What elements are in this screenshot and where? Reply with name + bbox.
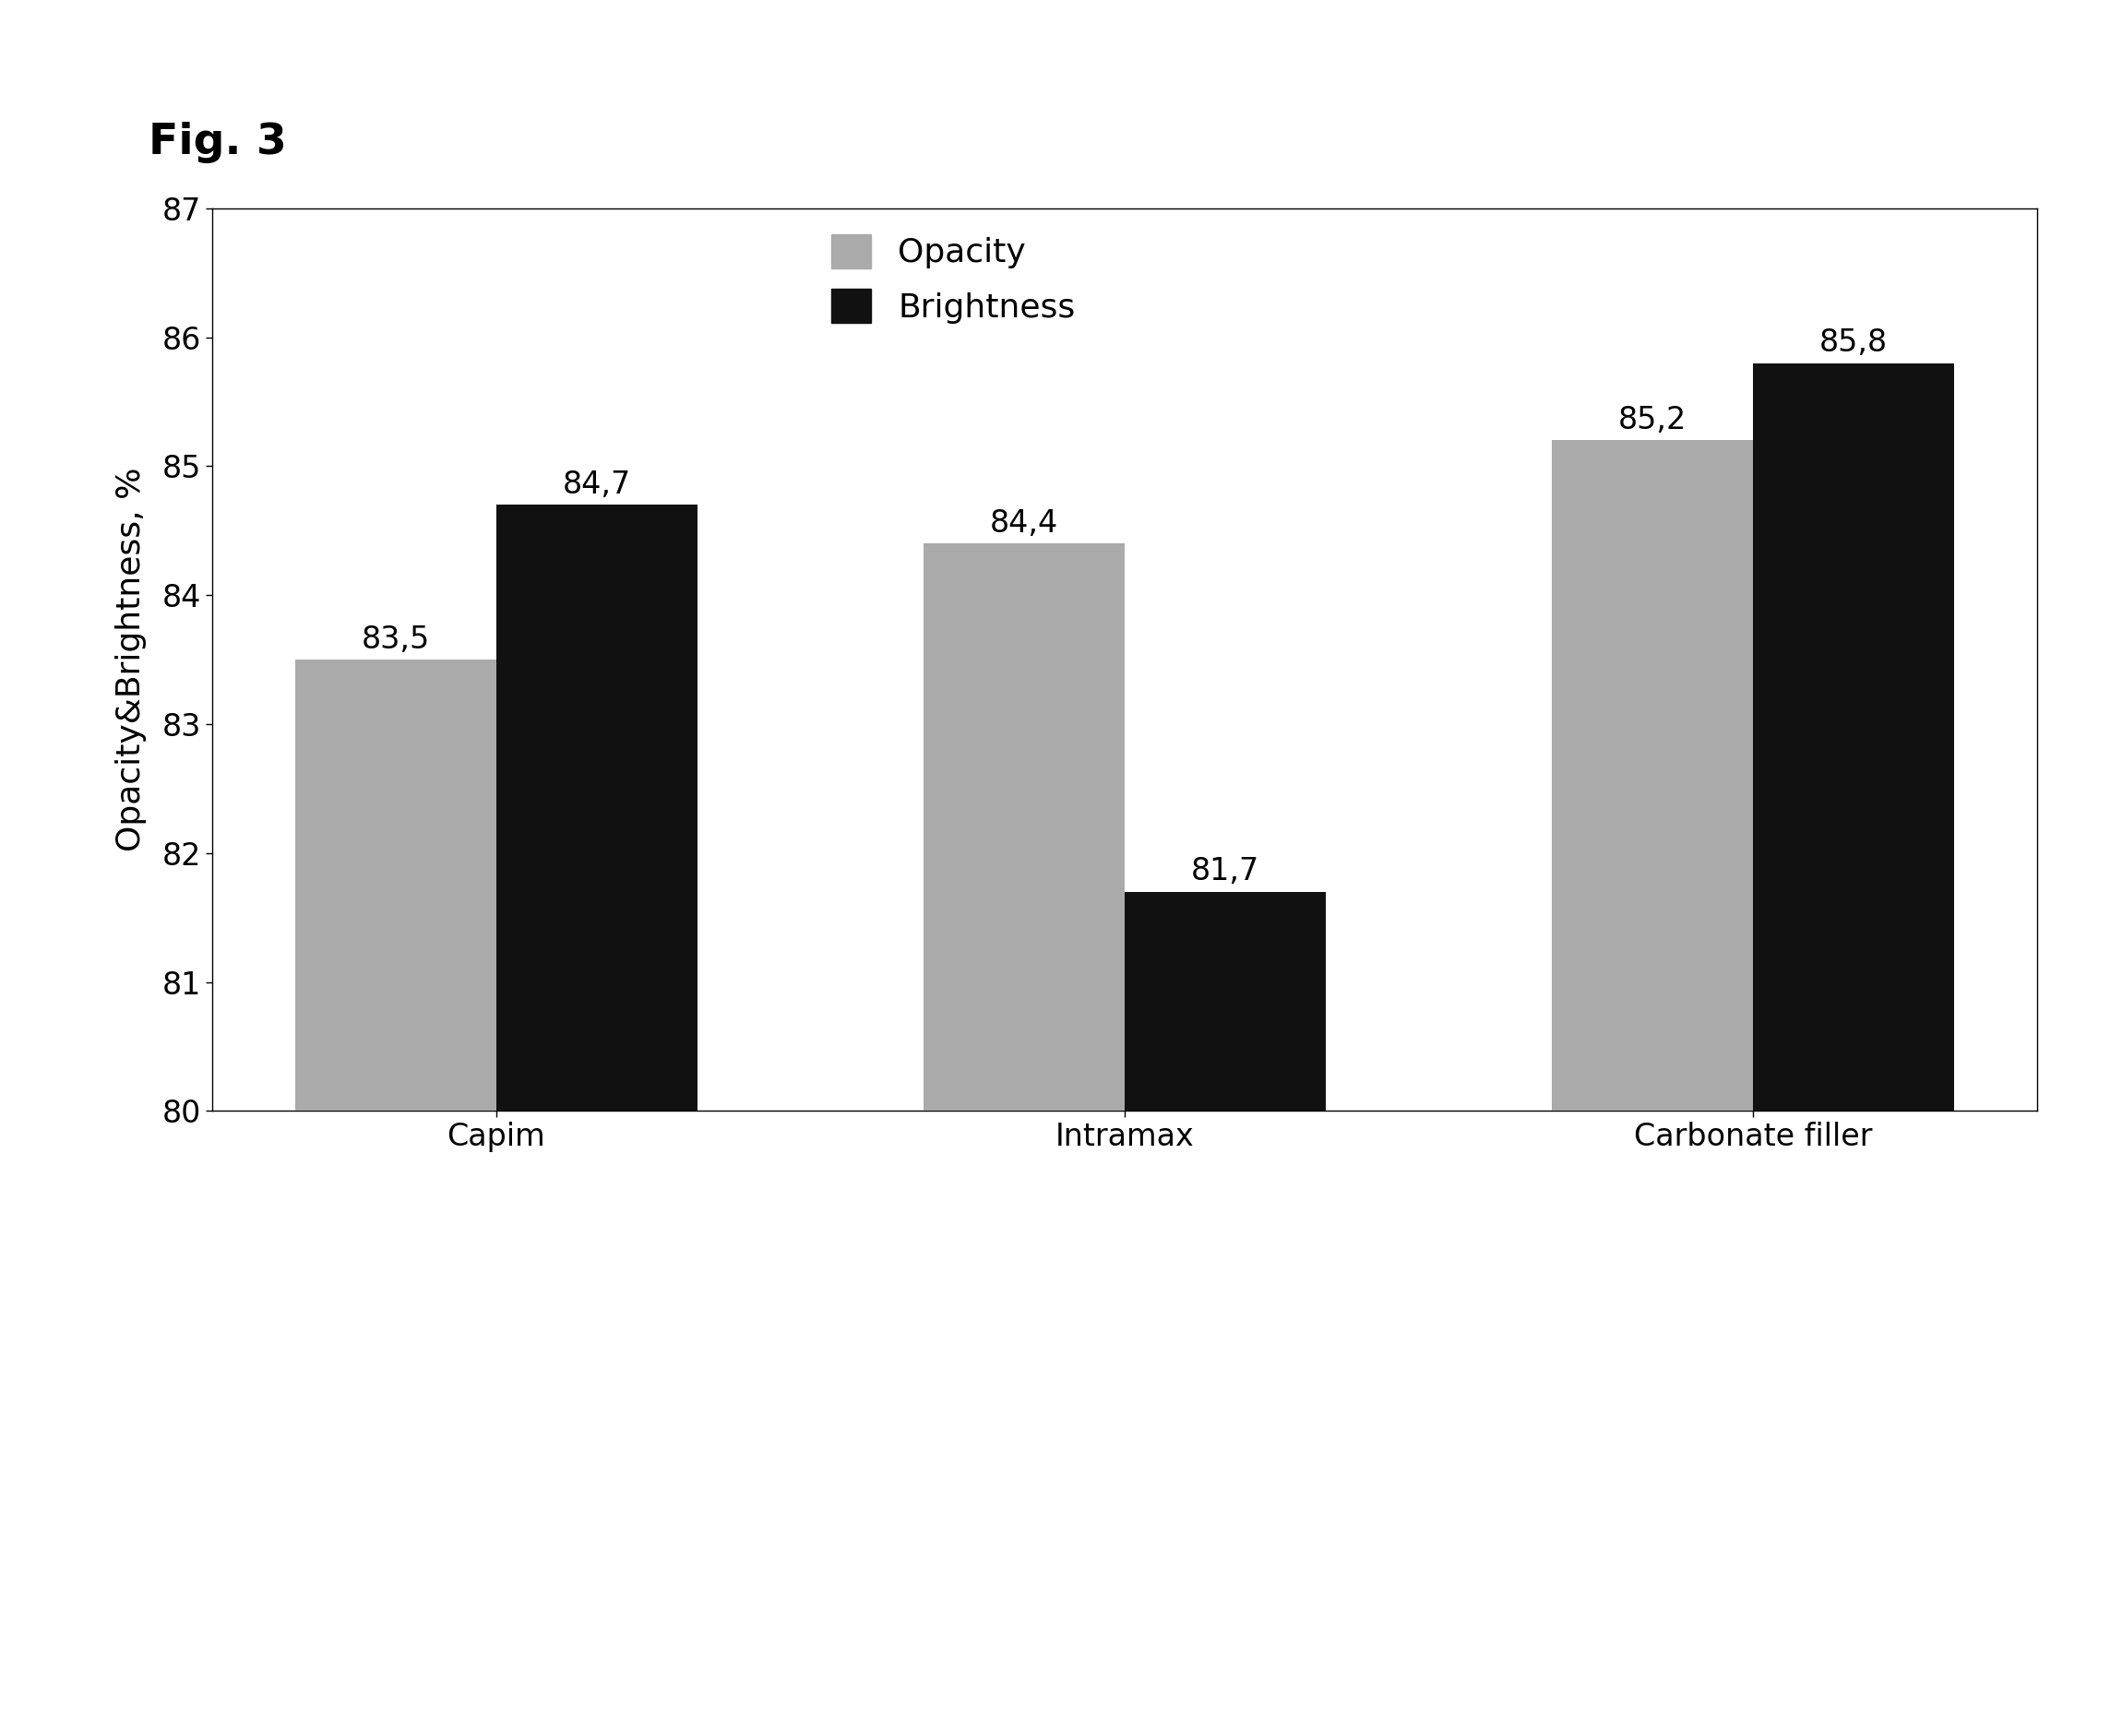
Text: Fig. 3: Fig. 3	[149, 122, 286, 163]
Bar	[1125, 892, 1326, 1736]
Text: 84,7: 84,7	[562, 469, 630, 500]
Text: 81,7: 81,7	[1190, 856, 1260, 887]
Text: 83,5: 83,5	[361, 623, 431, 654]
Bar	[497, 505, 698, 1736]
Legend: Opacity, Brightness: Opacity, Brightness	[832, 234, 1076, 323]
Bar	[295, 660, 497, 1736]
Text: 85,8: 85,8	[1819, 328, 1889, 358]
Bar	[1753, 363, 1954, 1736]
Bar	[1551, 441, 1753, 1736]
Text: 85,2: 85,2	[1619, 404, 1687, 436]
Bar	[923, 543, 1125, 1736]
Y-axis label: Opacity&Brightness, %: Opacity&Brightness, %	[115, 467, 146, 852]
Text: 84,4: 84,4	[989, 509, 1059, 538]
